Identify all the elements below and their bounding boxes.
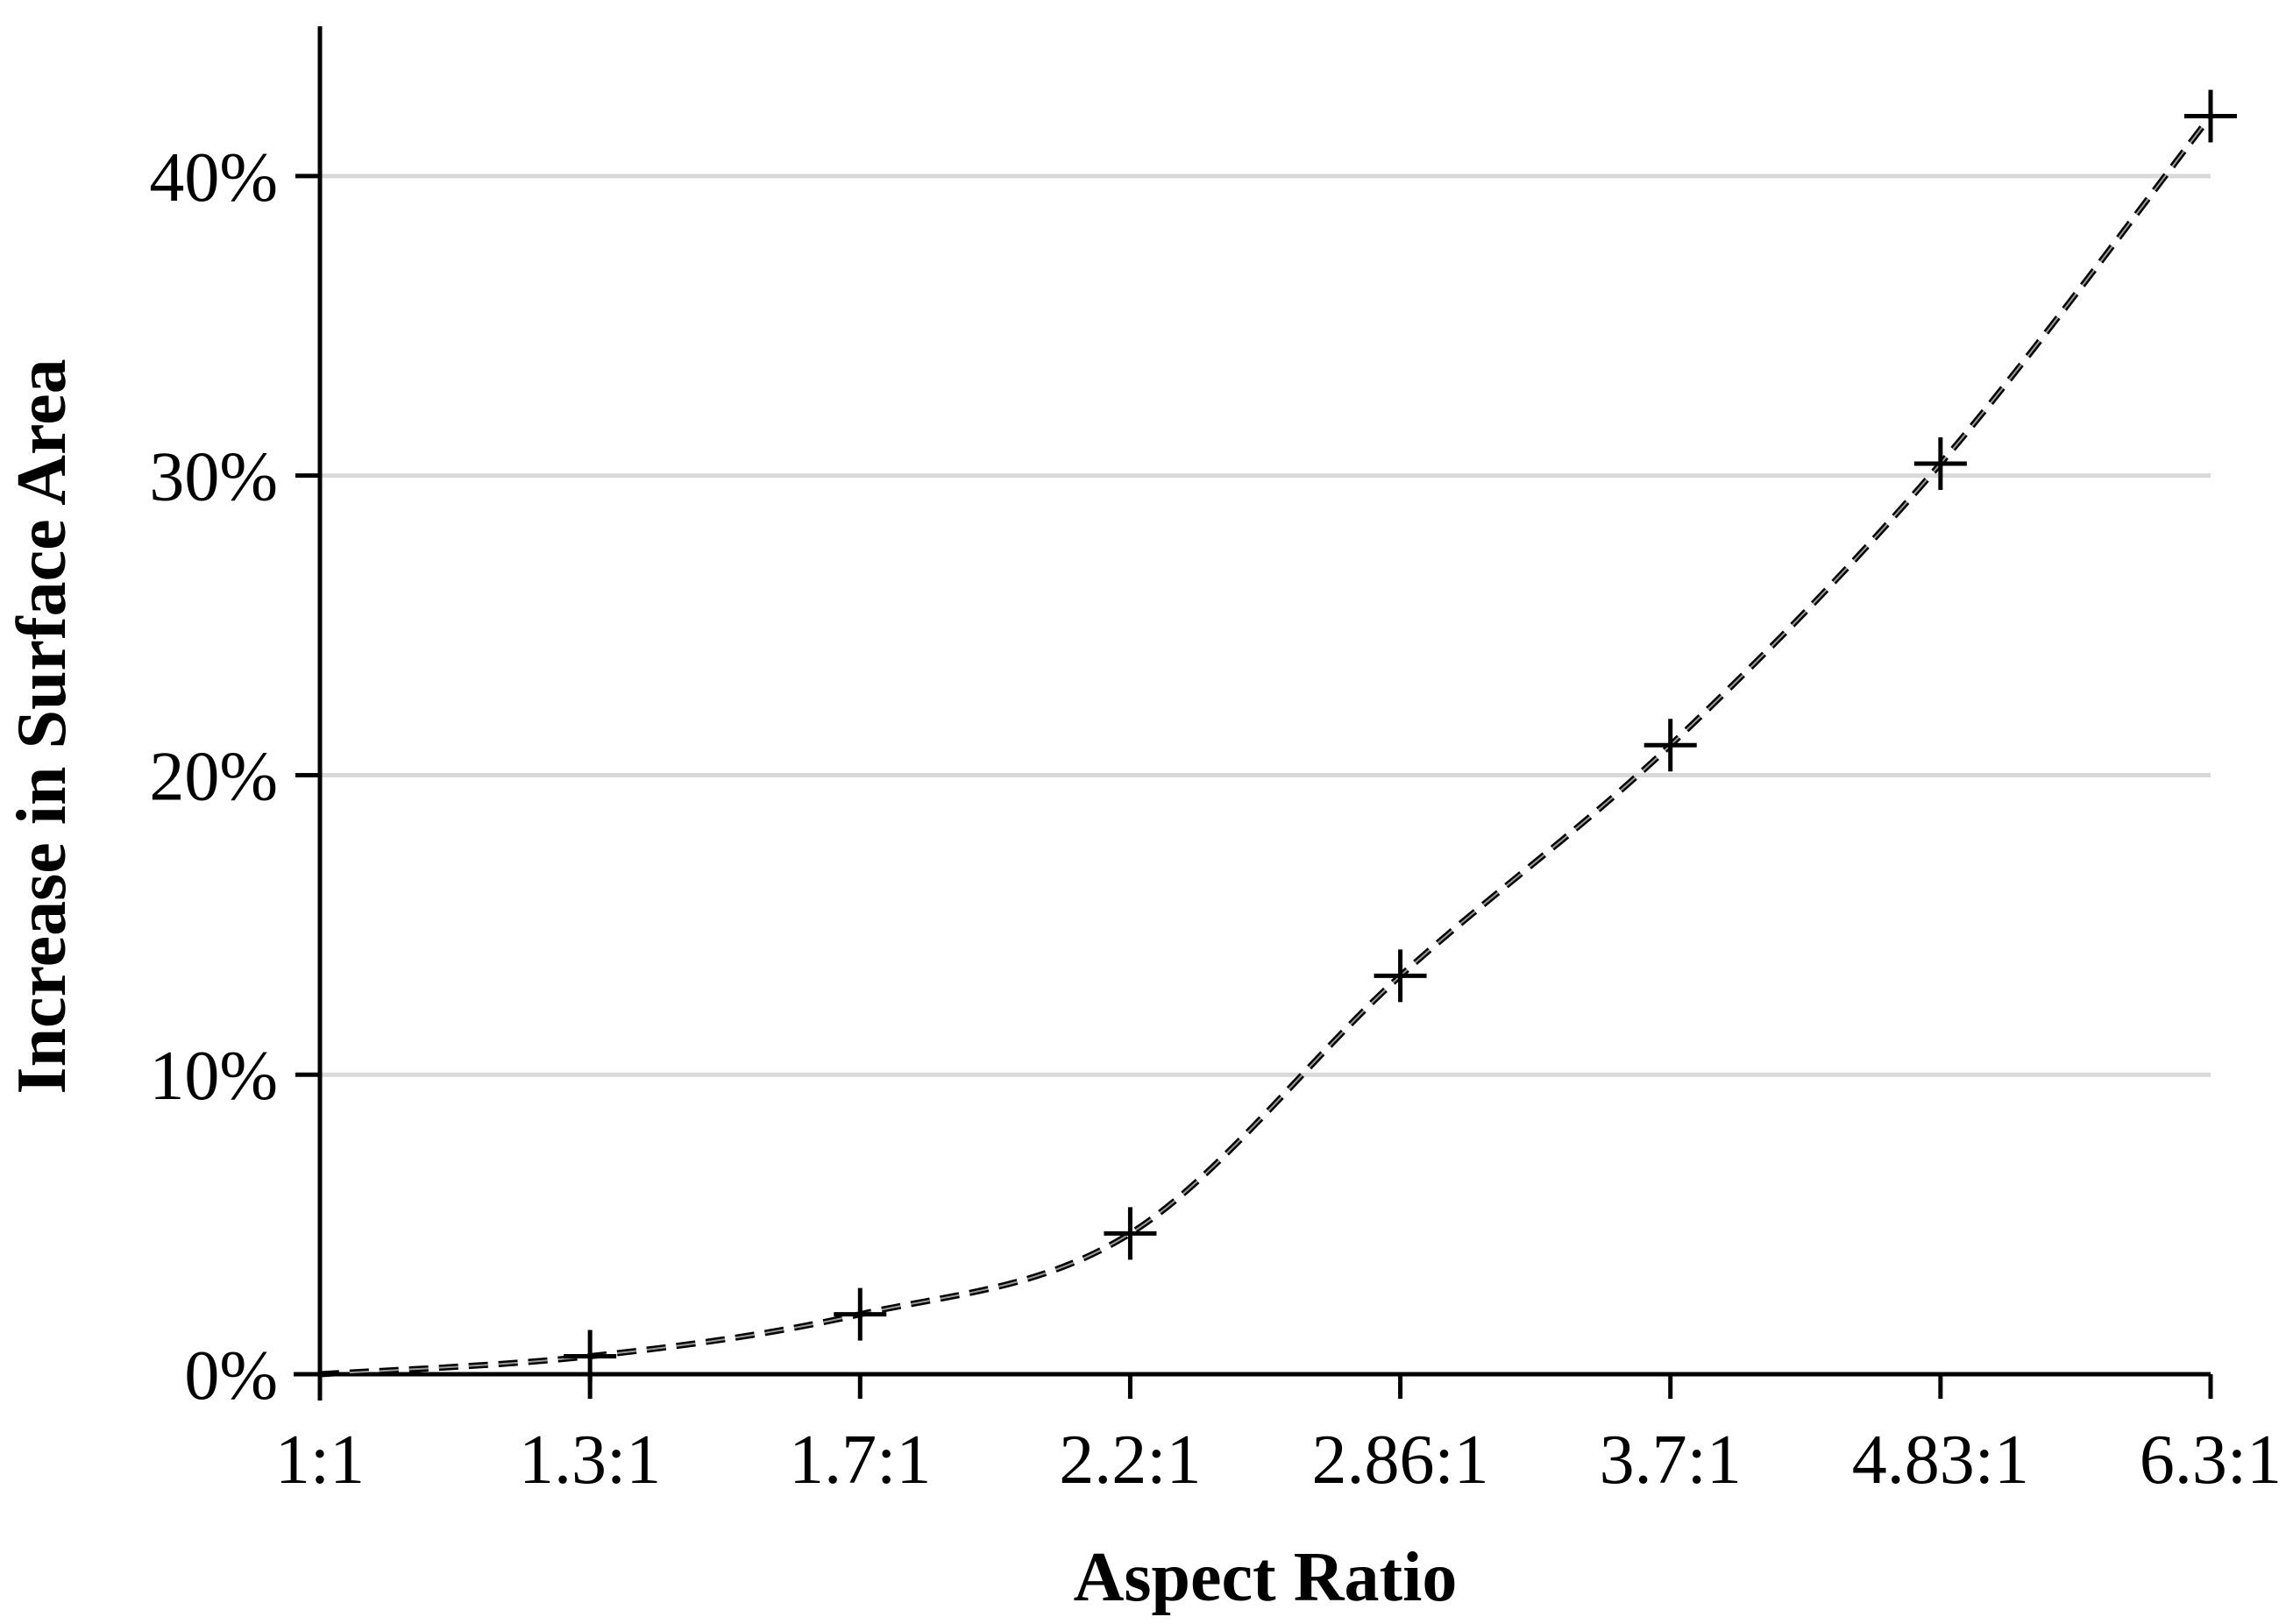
y-tick-label: 0% xyxy=(184,1337,278,1415)
grid-lines xyxy=(320,174,2211,1077)
x-tick-label: 3.7:1 xyxy=(1600,1422,1742,1499)
y-tick-label: 40% xyxy=(149,139,278,216)
y-tick-label: 20% xyxy=(149,738,278,815)
y-tick-label: 10% xyxy=(149,1038,278,1115)
y-tick-labels: 0% 10% 20% 30% 40% xyxy=(149,139,320,1415)
data-point-marker xyxy=(2184,89,2237,143)
x-tick-label: 4.83:1 xyxy=(1852,1422,2029,1499)
data-point-marker xyxy=(1104,1207,1157,1260)
series-line-highlight xyxy=(319,115,2211,1375)
data-point-marker xyxy=(294,1348,346,1401)
x-axis-title: Aspect Ratio xyxy=(1074,1539,1458,1616)
data-point-marker xyxy=(564,1330,617,1383)
x-tick-labels: 1:1 1.3:1 1.7:1 2.2:1 2.86:1 3.7:1 4.83:1 6.3:1 xyxy=(275,1422,2282,1499)
y-axis-title: Increase in Surface Area xyxy=(4,358,81,1094)
x-tick-label: 6.3:1 xyxy=(2140,1422,2282,1499)
x-tick-label: 2.86:1 xyxy=(1311,1422,1488,1499)
x-tick-label: 1.3:1 xyxy=(519,1422,661,1499)
data-point-marker xyxy=(834,1287,887,1341)
x-ticks xyxy=(317,1374,2213,1399)
series-line xyxy=(319,114,2213,1378)
x-tick-label: 2.2:1 xyxy=(1059,1422,1201,1499)
y-tick-label: 30% xyxy=(149,439,278,516)
data-point-marker xyxy=(1374,949,1427,1003)
x-tick-label: 1:1 xyxy=(275,1422,365,1499)
data-point-marker xyxy=(1643,719,1697,772)
series-group xyxy=(294,89,2237,1401)
data-point-marker xyxy=(1913,436,1967,490)
x-tick-label: 1.7:1 xyxy=(789,1422,931,1499)
